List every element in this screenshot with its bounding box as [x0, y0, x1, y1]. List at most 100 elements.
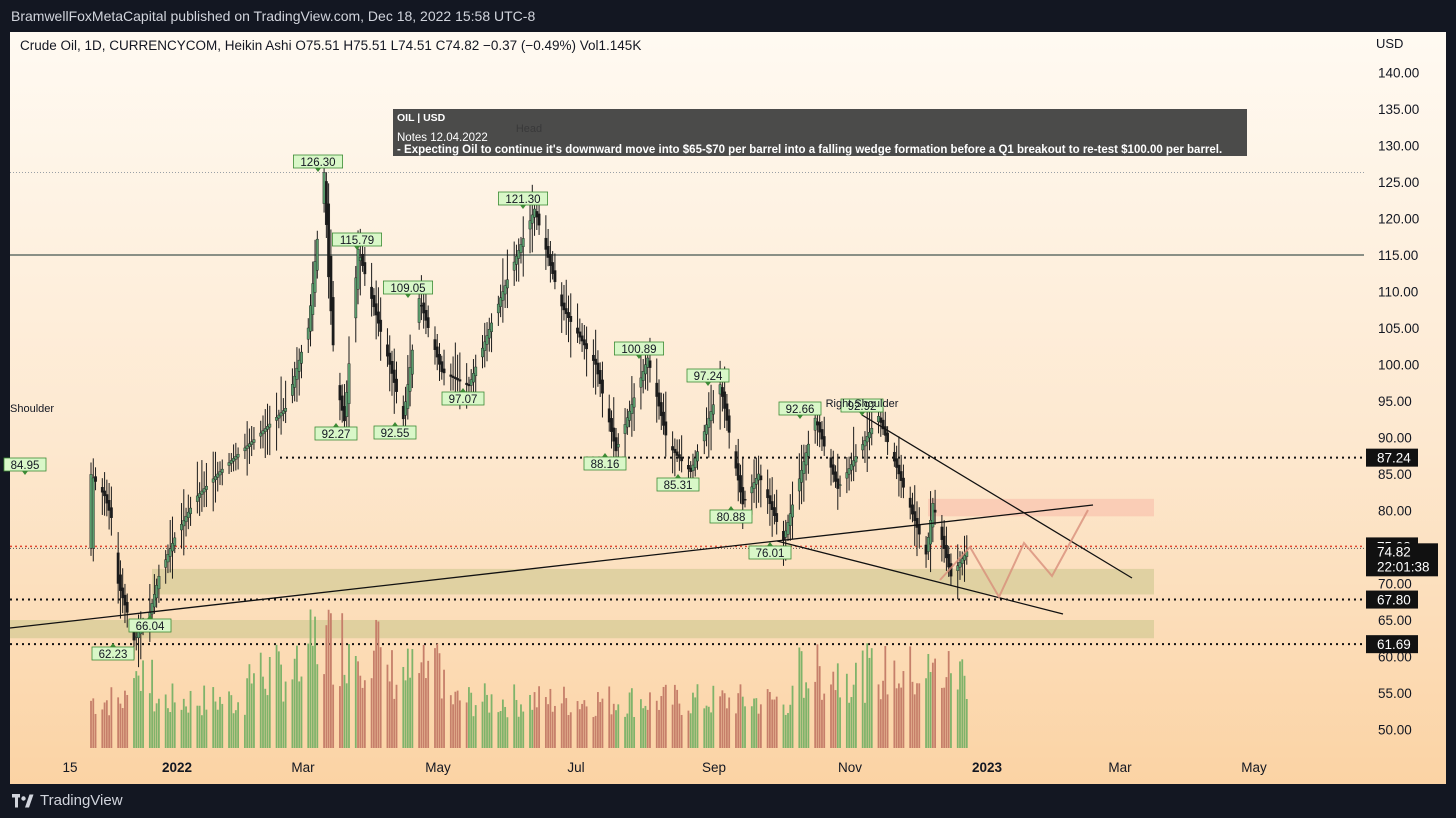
- x-axis-tick: 2023: [972, 760, 1003, 775]
- x-axis-tick: Sep: [702, 760, 726, 775]
- peak-label: 126.30: [300, 157, 335, 169]
- candle-body: [370, 286, 374, 299]
- y-axis-tick: 90.00: [1378, 431, 1412, 446]
- volume-bar: [576, 701, 579, 748]
- volume-bar: [506, 717, 509, 748]
- candle-body: [963, 555, 966, 561]
- volume-bar: [712, 685, 715, 748]
- volume-bar: [171, 683, 174, 748]
- candle-body: [648, 360, 652, 368]
- y-axis-tick: 140.00: [1378, 66, 1419, 81]
- candle-body: [723, 391, 727, 409]
- y-axis-tick: 80.00: [1378, 504, 1412, 519]
- volume-bar: [259, 652, 262, 748]
- tradingview-logo[interactable]: TradingView: [12, 792, 123, 809]
- candle-body: [926, 537, 930, 552]
- trough-label: 92.55: [381, 428, 410, 440]
- volume-bar: [848, 702, 851, 748]
- volume-bar: [388, 681, 391, 748]
- volume-bar: [327, 609, 330, 748]
- candle-body: [164, 559, 168, 568]
- candle-body: [917, 524, 921, 535]
- candle-body: [521, 238, 525, 247]
- candle-body: [942, 535, 946, 550]
- volume-bar: [142, 660, 144, 748]
- volume-bar: [391, 650, 393, 748]
- volume-bar: [671, 704, 674, 748]
- volume-bar: [361, 687, 364, 748]
- candle-body: [410, 349, 414, 375]
- x-axis-tick: 15: [62, 760, 77, 775]
- volume-bar: [264, 688, 267, 748]
- candle-body: [259, 432, 263, 437]
- volume-bar: [818, 666, 821, 748]
- volume-bar: [266, 695, 269, 748]
- candle-body: [451, 375, 455, 378]
- volume-bar: [893, 660, 896, 748]
- volume-bar: [836, 663, 839, 748]
- candle-body: [924, 544, 928, 555]
- candle-body: [338, 385, 342, 401]
- candle-body: [483, 341, 487, 351]
- candle-body: [911, 504, 914, 515]
- volume-bar: [379, 647, 382, 748]
- candle-body: [913, 511, 917, 522]
- volume-bar: [624, 716, 626, 748]
- volume-bar: [805, 682, 808, 748]
- volume-bar: [549, 688, 552, 748]
- peak-label: 97.24: [694, 371, 723, 383]
- candle-body: [356, 249, 360, 290]
- candle-body: [166, 554, 170, 563]
- current-price-tag: 74.82: [1377, 544, 1411, 559]
- candle-body: [639, 377, 643, 388]
- candle-body: [612, 427, 616, 442]
- candle-body: [625, 417, 629, 428]
- volume-bar: [411, 649, 414, 748]
- candle-body: [263, 428, 267, 432]
- volume-bar: [357, 661, 359, 748]
- candle-body: [426, 317, 430, 328]
- volume-bar: [547, 704, 550, 748]
- peak-label: 109.05: [390, 283, 425, 295]
- candle-body: [673, 448, 677, 454]
- candle-body: [91, 477, 95, 549]
- volume-bar: [470, 692, 473, 748]
- volume-bar: [284, 681, 287, 748]
- candle-body: [564, 308, 568, 315]
- candle-body: [644, 364, 647, 375]
- candle-body: [533, 208, 536, 218]
- volume-bar: [744, 706, 746, 748]
- peak-label-pointer: [705, 382, 711, 386]
- candle-body: [868, 432, 871, 439]
- candle-body: [377, 311, 380, 324]
- candle-body: [614, 437, 618, 452]
- volume-bar: [538, 686, 540, 748]
- candle-body: [392, 369, 396, 383]
- volume-bar: [832, 671, 835, 748]
- trough-label-pointer: [767, 542, 773, 546]
- wedge-lower-line: [776, 540, 1064, 615]
- price-tag-box: [1366, 448, 1418, 467]
- candle-body: [261, 430, 265, 435]
- volume-bar: [434, 648, 436, 748]
- x-axis-tick: May: [1241, 760, 1267, 775]
- y-axis-tick: 100.00: [1378, 358, 1419, 373]
- trough-label-box: [314, 426, 358, 441]
- volume-bar: [103, 702, 106, 748]
- volume-bar: [852, 684, 855, 748]
- trough-label-pointer: [602, 453, 608, 457]
- candle-body: [134, 636, 138, 638]
- volume-bar: [956, 689, 959, 748]
- trough-label-box: [709, 509, 753, 524]
- candle-body: [211, 478, 215, 483]
- volume-bar: [680, 714, 683, 748]
- publisher-text: BramwellFoxMetaCapital published on Trad…: [11, 8, 536, 24]
- x-axis-tick: May: [425, 760, 451, 775]
- volume-bar: [343, 674, 346, 748]
- candle-body: [297, 359, 301, 372]
- peak-label-pointer: [315, 168, 321, 172]
- volume-bar: [443, 669, 445, 748]
- volume-bar: [554, 705, 556, 748]
- volume-bar: [563, 686, 565, 748]
